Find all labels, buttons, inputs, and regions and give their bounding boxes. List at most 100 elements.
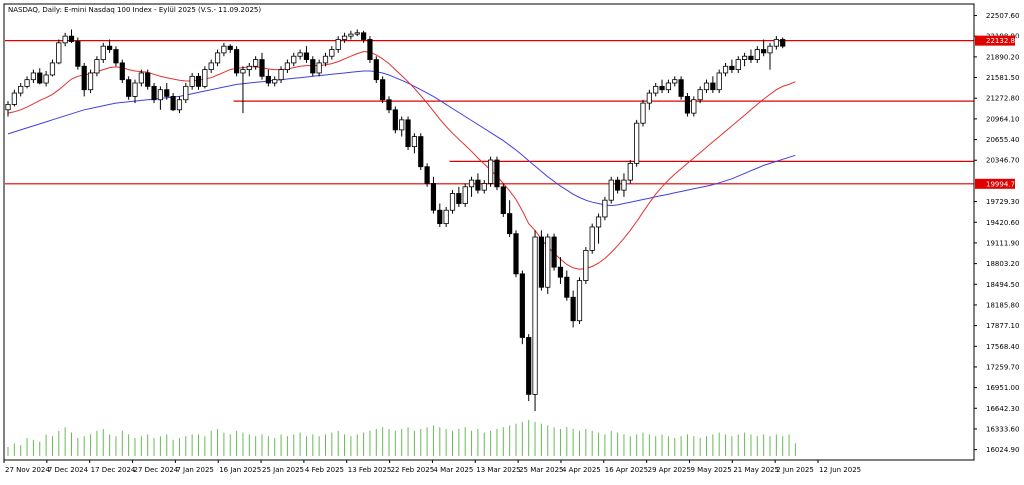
candle-body [87,72,94,91]
time-tick-label: 16 Jan 2025 [219,466,261,474]
candle-body [316,62,322,74]
candle-body [157,89,163,101]
candle-body [259,59,265,77]
candle-body [481,183,487,191]
time-tick-label: 17 Dec 2024 [91,466,136,474]
candle-body [253,59,259,67]
candle-body [183,85,189,101]
price-tick-label: 20964.10 [986,115,1019,123]
candle-body [424,166,430,184]
candle-body [761,49,767,54]
candle-body [678,79,684,97]
candle-body [145,72,151,87]
candle-body [386,99,392,111]
price-tick-label: 16333.60 [986,425,1019,433]
candle-body [691,99,697,114]
candle-body [703,82,710,91]
candle-body [659,85,665,91]
time-tick-label: 21 May 2025 [733,466,779,474]
candle-body [360,32,367,40]
candle-body [272,79,278,84]
candle-body [653,85,659,94]
candle-body [373,59,379,81]
price-tick-label: 17259.70 [986,363,1019,371]
candle-body [494,159,500,188]
candle-body [564,276,570,298]
candle-body [475,179,481,191]
candle-body [430,183,437,211]
price-tick-label: 17568.40 [986,343,1019,351]
candle-body [18,85,24,94]
candle-body [608,179,614,201]
candlesticks [5,29,786,412]
time-tick-label: 22 Feb 2025 [391,466,435,474]
candle-body [665,82,672,91]
candle-body [742,55,748,60]
candle-body [405,119,411,148]
price-tick-label: 22507.60 [986,12,1019,20]
price-tick-label: 18185.80 [986,301,1019,309]
candle-body [341,35,348,40]
time-tick-label: 4 Feb 2025 [305,466,344,474]
candle-body [233,49,240,74]
candle-body [392,109,398,131]
candle-body [462,186,468,204]
candle-body [519,273,525,338]
price-tick-label: 21890.20 [986,53,1019,61]
candle-body [208,62,214,71]
candle-body [56,42,62,64]
price-tick-label: 16642.30 [986,405,1019,413]
candle-body [164,89,170,97]
time-tick-label: 27 Dec 2024 [134,466,179,474]
moving-averages [7,50,796,270]
price-tick-label: 19420.60 [986,219,1019,227]
candle-body [640,102,646,124]
candle-body [443,209,449,225]
price-axis: 22507.6022198.9021890.2021581.5021272.80… [973,4,1019,460]
candle-body [310,59,316,74]
candle-body [94,59,100,74]
candle-body [329,49,335,57]
candle-body [773,39,779,47]
candle-body [278,69,284,81]
candle-body [380,79,386,101]
candle-body [24,79,30,87]
candle-body [532,236,538,395]
candle-body [449,193,456,211]
candle-body [780,39,786,47]
time-tick-label: 2 Jun 2025 [776,466,814,474]
time-tick-label: 4 Apr 2025 [562,466,601,474]
chart-title: NASDAQ, Daily: E-mini Nasdaq 100 Index -… [8,6,261,14]
price-tick-label: 18494.50 [986,281,1019,289]
candle-body [291,55,297,64]
candle-body [107,45,113,50]
price-tags: 22132.80 19994.75 [975,35,1019,189]
candle-body [297,52,303,57]
candle-body [49,62,56,76]
candle-body [119,62,125,81]
candle-body [43,74,49,84]
candle-body [214,52,221,64]
ma-slow-line [7,70,796,207]
candle-body [634,122,640,164]
candle-body [538,236,545,288]
time-tick-label: 12 Jun 2025 [819,466,861,474]
price-tick-label: 20655.40 [986,136,1019,144]
volume-bars [7,420,796,456]
candle-body [576,280,583,322]
price-tag-label: 22132.80 [986,37,1019,45]
candle-body [557,266,564,278]
candle-body [621,179,627,191]
candle-body [411,136,418,148]
candle-body [722,65,729,74]
candle-body [202,69,208,87]
candle-body [507,213,513,235]
candle-body [468,179,475,188]
candle-body [113,49,119,64]
price-tick-label: 20346.70 [986,157,1019,165]
candle-body [646,92,652,104]
candle-body [526,337,532,395]
candle-body [748,55,754,60]
